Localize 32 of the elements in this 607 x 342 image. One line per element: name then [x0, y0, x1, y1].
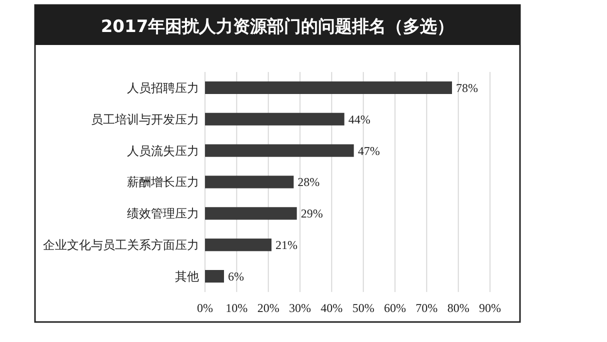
- bar: [205, 238, 272, 252]
- y-tick-label: 人员流失压力: [127, 144, 199, 158]
- y-tick-label: 企业文化与员工关系方面压力: [43, 238, 199, 252]
- x-tick-label: 50%: [352, 301, 374, 315]
- y-tick-label: 绩效管理压力: [127, 206, 199, 221]
- bar: [205, 270, 224, 283]
- y-tick-label: 员工培训与开发压力: [91, 112, 199, 126]
- bar: [205, 112, 344, 126]
- bar: [205, 176, 294, 188]
- data-label: 29%: [300, 206, 323, 221]
- x-tick-label: 70%: [416, 301, 438, 315]
- y-tick-label: 人员招聘压力: [127, 80, 199, 95]
- data-label: 28%: [298, 175, 320, 190]
- x-tick-label: 10%: [226, 301, 248, 315]
- chart-title: 2017年困扰人力资源部门的问题排名（多选）: [100, 17, 454, 37]
- x-tick-label: 20%: [257, 301, 280, 315]
- data-label: 6%: [228, 269, 244, 284]
- x-tick-label: 30%: [289, 301, 311, 315]
- y-tick-label: 薪酬增长压力: [127, 175, 199, 190]
- x-tick-label: 90%: [479, 301, 501, 315]
- data-label: 44%: [348, 112, 370, 126]
- x-tick-label: 0%: [197, 301, 213, 315]
- bar: [205, 144, 354, 157]
- bar: [205, 207, 297, 220]
- x-tick-label: 40%: [320, 301, 343, 315]
- data-label: 78%: [456, 80, 478, 95]
- x-tick-label: 60%: [384, 301, 406, 315]
- y-tick-label: 其他: [175, 269, 199, 284]
- data-label: 47%: [358, 144, 380, 158]
- data-label: 21%: [276, 238, 298, 252]
- bar: [205, 81, 452, 94]
- x-tick-label: 80%: [447, 301, 470, 315]
